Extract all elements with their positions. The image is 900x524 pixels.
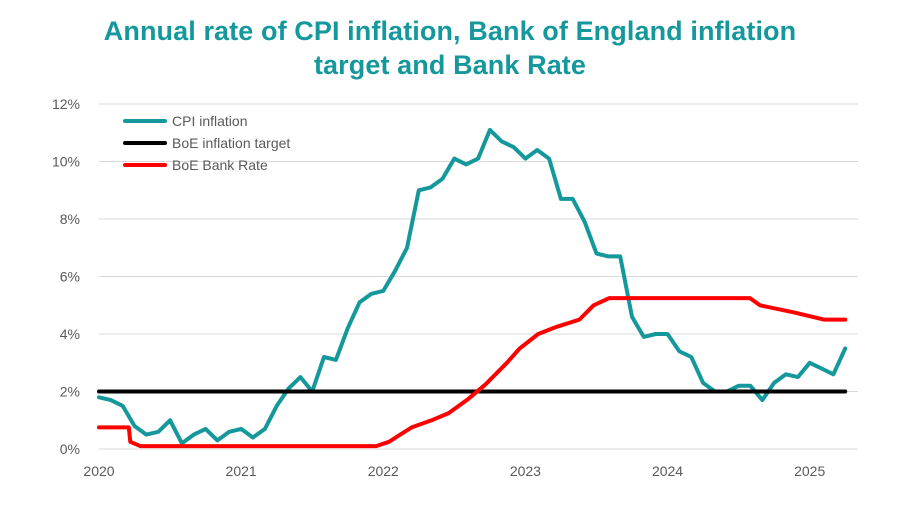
y-tick-label: 4% [60,326,80,342]
chart-title-line-1: Annual rate of CPI inflation, Bank of En… [103,16,797,46]
x-tick-label: 2020 [83,463,114,479]
y-tick-label: 10% [52,154,80,170]
y-tick-label: 6% [60,269,80,285]
legend-label-boe-inflation-target: BoE inflation target [172,135,290,151]
legend-label-cpi-inflation: CPI inflation [172,113,247,129]
x-tick-label: 2022 [368,463,399,479]
chart-title: Annual rate of CPI inflation, Bank of En… [0,14,900,82]
x-tick-label: 2025 [794,463,825,479]
y-axis-tick-labels: 0% 2% 4% 6% 8% 10% 12% [52,96,80,457]
series-lines [97,127,848,449]
chart-title-line-2: target and Bank Rate [313,50,587,80]
x-tick-label: 2024 [652,463,683,479]
y-tick-label: 2% [60,384,80,400]
y-tick-label: 8% [60,211,80,227]
series-line-boe-bank-rate [97,296,848,449]
x-tick-label: 2023 [510,463,541,479]
x-axis-tick-labels: 2020 2021 2022 2023 2024 2025 [83,463,825,479]
y-tick-label: 0% [60,441,80,457]
legend-label-boe-bank-rate: BoE Bank Rate [172,157,268,173]
y-tick-label: 12% [52,96,80,112]
x-tick-label: 2021 [226,463,257,479]
legend: CPI inflation BoE inflation target BoE Ban… [123,113,290,173]
